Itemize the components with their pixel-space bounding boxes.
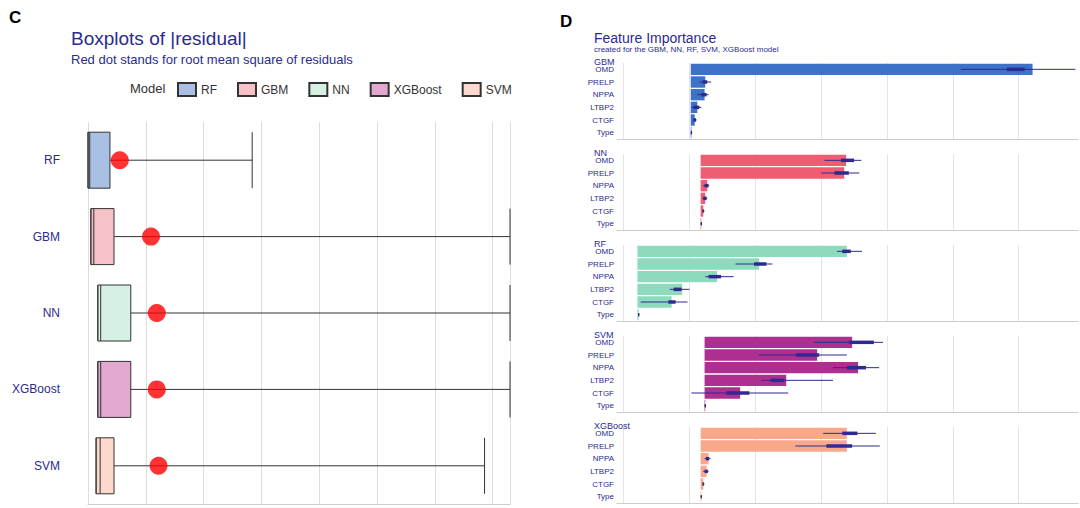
svg-text:OMD: OMD — [595, 64, 614, 74]
svg-text:XGBoost: XGBoost — [594, 421, 631, 431]
svg-text:Boxplots of |residual|: Boxplots of |residual| — [71, 28, 247, 49]
svg-text:LTBP2: LTBP2 — [590, 194, 614, 203]
svg-text:PRELP: PRELP — [588, 169, 614, 178]
svg-text:NPPA: NPPA — [593, 272, 615, 281]
svg-text:Type: Type — [597, 401, 615, 410]
svg-text:Red dot stands for root mean s: Red dot stands for root mean square of r… — [71, 52, 353, 67]
svg-text:CTGF: CTGF — [592, 389, 614, 398]
svg-text:NPPA: NPPA — [593, 90, 615, 99]
svg-text:RF: RF — [201, 83, 217, 97]
svg-text:PRELP: PRELP — [588, 260, 614, 269]
svg-text:LTBP2: LTBP2 — [590, 285, 614, 294]
svg-text:created for the GBM, NN, RF, S: created for the GBM, NN, RF, SVM, XGBoos… — [594, 45, 779, 54]
svg-text:CTGF: CTGF — [592, 207, 614, 216]
svg-text:NN: NN — [594, 148, 607, 158]
svg-text:NPPA: NPPA — [593, 181, 615, 190]
svg-text:CTGF: CTGF — [592, 116, 614, 125]
svg-text:NPPA: NPPA — [593, 454, 615, 463]
svg-text:SVM: SVM — [486, 83, 512, 97]
svg-text:NN: NN — [43, 306, 60, 320]
svg-text:RF: RF — [44, 153, 60, 167]
svg-text:SVM: SVM — [594, 330, 614, 340]
svg-text:GBM: GBM — [33, 230, 60, 244]
svg-text:Type: Type — [597, 219, 615, 228]
svg-text:Feature Importance: Feature Importance — [594, 30, 717, 46]
svg-text:CTGF: CTGF — [592, 298, 614, 307]
svg-text:OMD: OMD — [595, 428, 614, 438]
svg-text:LTBP2: LTBP2 — [590, 376, 614, 385]
svg-text:OMD: OMD — [595, 155, 614, 165]
svg-text:OMD: OMD — [595, 337, 614, 347]
svg-text:RF: RF — [594, 239, 606, 249]
svg-text:PRELP: PRELP — [588, 351, 614, 360]
svg-text:D: D — [560, 12, 572, 31]
svg-text:CTGF: CTGF — [592, 480, 614, 489]
svg-text:SVM: SVM — [34, 459, 60, 473]
svg-text:Type: Type — [597, 128, 615, 137]
svg-text:LTBP2: LTBP2 — [590, 103, 614, 112]
svg-text:OMD: OMD — [595, 246, 614, 256]
svg-text:Model: Model — [130, 81, 166, 96]
svg-text:GBM: GBM — [261, 83, 288, 97]
svg-text:XGBoost: XGBoost — [394, 83, 443, 97]
svg-text:PRELP: PRELP — [588, 78, 614, 87]
svg-text:NPPA: NPPA — [593, 363, 615, 372]
svg-text:XGBoost: XGBoost — [12, 382, 61, 396]
svg-text:GBM: GBM — [594, 57, 615, 67]
svg-text:NN: NN — [332, 83, 349, 97]
svg-text:C: C — [9, 8, 21, 27]
svg-text:LTBP2: LTBP2 — [590, 467, 614, 476]
svg-text:Type: Type — [597, 310, 615, 319]
svg-text:PRELP: PRELP — [588, 442, 614, 451]
svg-text:Type: Type — [597, 492, 615, 501]
